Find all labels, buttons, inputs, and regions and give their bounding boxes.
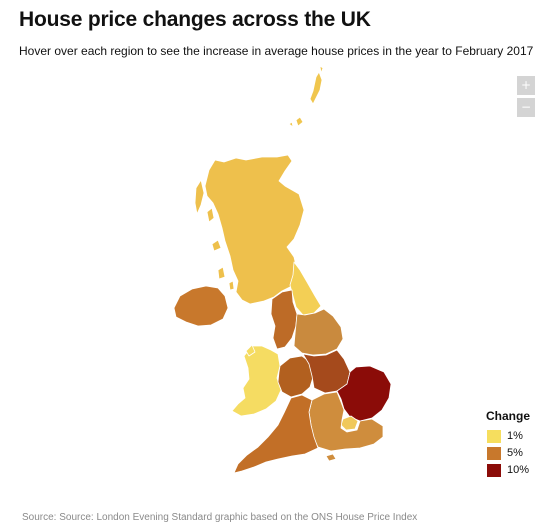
- region-northern-ireland[interactable]: [173, 285, 229, 327]
- legend-label: 10%: [507, 464, 530, 476]
- zoom-in-button[interactable]: +: [517, 76, 535, 95]
- region-shetland-north[interactable]: [319, 65, 324, 74]
- region-west-midlands[interactable]: [277, 355, 315, 398]
- region-mull[interactable]: [211, 239, 222, 252]
- legend-item: 5%: [486, 445, 535, 462]
- scotland-western-isles: [194, 179, 235, 291]
- region-south-west[interactable]: [233, 394, 319, 474]
- page-subtitle: Hover over each region to see the increa…: [19, 44, 534, 58]
- region-islay[interactable]: [217, 266, 226, 280]
- region-yorkshire-humber[interactable]: [293, 308, 344, 356]
- region-orkney[interactable]: [295, 116, 304, 127]
- region-shetland[interactable]: [309, 71, 323, 105]
- zoom-controls: + −: [517, 76, 535, 120]
- northern-isles: [288, 65, 324, 128]
- source-note: Source: Source: London Evening Standard …: [22, 512, 418, 523]
- region-wales[interactable]: [231, 345, 282, 417]
- region-western-isles[interactable]: [194, 179, 205, 215]
- legend-label: 5%: [507, 447, 523, 459]
- legend-swatch-high: [487, 464, 501, 477]
- region-skye[interactable]: [206, 207, 215, 223]
- legend-item: 10%: [486, 462, 535, 479]
- region-scotland[interactable]: [204, 154, 305, 305]
- region-arran[interactable]: [228, 280, 235, 291]
- page-title: House price changes across the UK: [19, 8, 371, 31]
- legend-label: 1%: [507, 430, 523, 442]
- legend-title: Change: [486, 409, 531, 423]
- uk-region-map: [173, 65, 392, 474]
- region-east-of-england[interactable]: [336, 365, 392, 422]
- zoom-out-button[interactable]: −: [517, 98, 535, 117]
- legend-swatch-mid: [487, 447, 501, 460]
- legend-swatch-low: [487, 430, 501, 443]
- map-legend: Change 1% 5% 10%: [486, 409, 535, 479]
- legend-item: 1%: [486, 428, 535, 445]
- region-anglesey[interactable]: [245, 344, 256, 357]
- region-orkney-east[interactable]: [288, 121, 294, 128]
- region-north-west[interactable]: [270, 289, 298, 350]
- region-isle-of-wight[interactable]: [325, 453, 337, 462]
